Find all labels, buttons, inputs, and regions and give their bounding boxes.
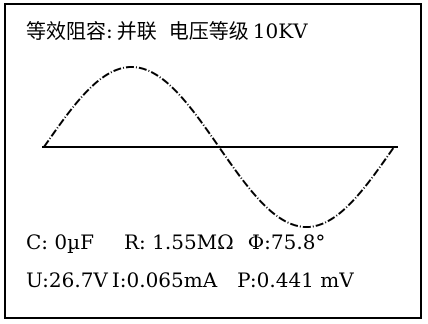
power-reading: P:0.441 mV <box>237 268 354 292</box>
current-reading: I:0.065mA <box>111 268 218 292</box>
connection-mode: 并联 <box>116 19 157 43</box>
equivalent-capacitance-label: 等效阻容: <box>26 19 113 43</box>
voltage-level-value: 10KV <box>252 19 308 43</box>
resistance-reading: R: 1.55MΩ <box>124 230 234 254</box>
header-bar: 等效阻容: 并联 电压等级 10KV <box>26 19 308 43</box>
capacitance-reading: C: 0µF <box>26 230 94 254</box>
display-frame <box>4 3 422 319</box>
voltage-level-label: 电压等级 <box>168 19 249 43</box>
phase-reading: Φ:75.8° <box>247 230 326 254</box>
voltage-reading: U:26.7V <box>26 268 108 292</box>
readings-row-2: U:26.7V I:0.065mA P:0.441 mV <box>26 268 354 292</box>
readings-row-1: C: 0µF R: 1.55MΩ Φ:75.8° <box>26 230 325 254</box>
